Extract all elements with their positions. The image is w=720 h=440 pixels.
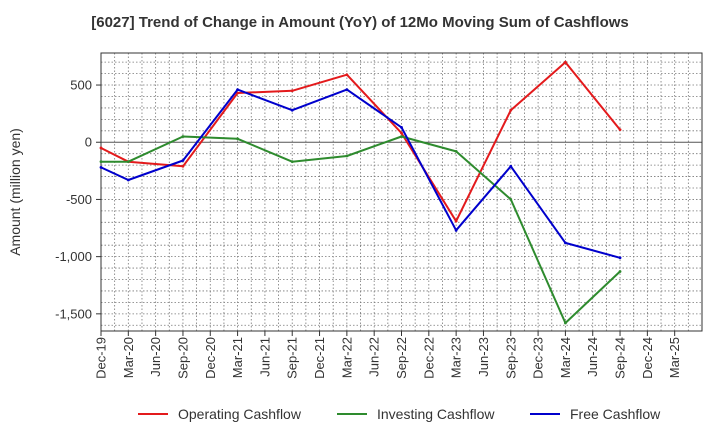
- x-tick-label: Mar-24: [558, 337, 573, 378]
- data-point: [181, 159, 185, 162]
- x-tick-label: Mar-21: [230, 337, 245, 378]
- data-point: [236, 137, 239, 141]
- data-point: [618, 128, 622, 132]
- x-tick-label: Dec-22: [421, 337, 436, 379]
- x-tick-label: Sep-21: [285, 337, 300, 379]
- data-point: [400, 131, 403, 135]
- data-point: [181, 135, 185, 138]
- data-point: [509, 108, 513, 112]
- data-point: [400, 125, 403, 129]
- x-tick-label: Jun-23: [476, 337, 491, 377]
- data-point: [618, 270, 622, 273]
- x-tick-label: Sep-24: [613, 337, 628, 379]
- data-point: [564, 60, 567, 64]
- data-point: [236, 91, 239, 95]
- chart-title: [6027] Trend of Change in Amount (YoY) o…: [91, 14, 629, 31]
- x-tick-label: Jun-22: [367, 337, 382, 377]
- x-tick-label: Mar-25: [667, 337, 682, 378]
- x-tick-label: Dec-21: [312, 337, 327, 379]
- y-axis: 500 0 -500 -1,000 -1,500: [55, 78, 101, 321]
- data-point: [564, 241, 567, 245]
- legend-label: Operating Cashflow: [178, 406, 302, 422]
- y-tick-label: 0: [85, 135, 92, 150]
- legend: Operating Cashflow Investing Cashflow Free…: [138, 406, 661, 422]
- data-point: [181, 164, 185, 168]
- y-tick-label: -500: [66, 192, 92, 207]
- x-tick-label: Dec-19: [94, 337, 109, 379]
- x-tick-label: Dec-24: [640, 337, 655, 379]
- legend-label: Investing Cashflow: [377, 406, 495, 422]
- series-lines: [99, 60, 622, 325]
- y-tick-label: 500: [70, 78, 92, 93]
- x-tick-label: Mar-20: [121, 337, 136, 378]
- x-tick-label: Jun-21: [257, 337, 272, 377]
- data-point: [290, 89, 294, 93]
- data-point: [99, 166, 103, 169]
- data-point: [509, 198, 513, 201]
- x-tick-label: Mar-23: [449, 337, 464, 378]
- data-point: [454, 228, 458, 232]
- x-tick-label: Jun-24: [585, 337, 600, 377]
- y-tick-label: -1,000: [55, 249, 92, 264]
- x-tick-label: Jun-20: [148, 337, 163, 377]
- data-point: [99, 146, 103, 150]
- data-point: [290, 108, 294, 112]
- data-point: [564, 321, 567, 325]
- plot-area: [101, 53, 702, 331]
- x-axis: Dec-19 Mar-20 Jun-20 Sep-20 Dec-20 Mar-21 Jun-…: [94, 331, 682, 379]
- y-axis-label: Amount (million yen): [7, 128, 23, 256]
- data-point: [126, 178, 130, 182]
- data-point: [509, 164, 513, 168]
- x-tick-label: Sep-20: [175, 337, 190, 379]
- data-point: [454, 219, 458, 223]
- data-point: [345, 88, 349, 92]
- data-point: [99, 160, 103, 164]
- x-tick-label: Dec-23: [531, 337, 546, 379]
- data-point: [454, 149, 458, 153]
- x-tick-label: Sep-22: [394, 337, 409, 379]
- x-tick-label: Mar-22: [339, 337, 354, 378]
- data-point: [345, 154, 349, 158]
- data-point: [290, 160, 294, 164]
- x-tick-label: Sep-23: [503, 337, 518, 379]
- data-point: [126, 160, 130, 164]
- data-point: [236, 88, 239, 92]
- data-point: [345, 73, 349, 77]
- legend-label: Free Cashflow: [570, 406, 661, 422]
- data-point: [618, 256, 622, 260]
- x-tick-label: Dec-20: [203, 337, 218, 379]
- y-tick-label: -1,500: [55, 306, 92, 321]
- data-point: [400, 135, 403, 138]
